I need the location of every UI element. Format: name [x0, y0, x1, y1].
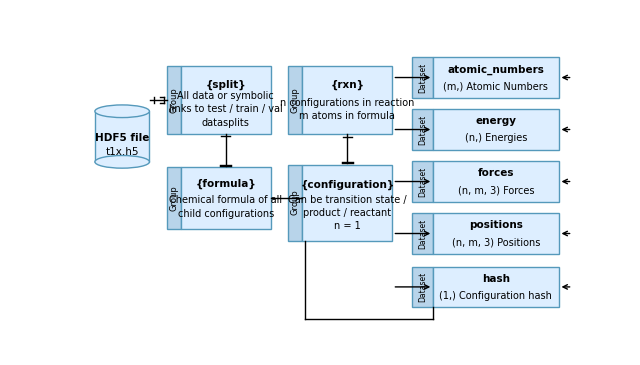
- Bar: [412, 213, 433, 254]
- Bar: [412, 57, 433, 98]
- Text: Dataset: Dataset: [418, 218, 428, 249]
- Text: {configuration}: {configuration}: [300, 180, 394, 190]
- Bar: [412, 266, 433, 307]
- Bar: [180, 168, 271, 229]
- Text: Dataset: Dataset: [418, 272, 428, 302]
- Text: {formula}: {formula}: [195, 179, 256, 189]
- Text: {rxn}: {rxn}: [330, 79, 364, 90]
- Text: forces: forces: [477, 168, 514, 178]
- Text: (1,) Configuration hash: (1,) Configuration hash: [440, 291, 552, 301]
- Bar: [288, 66, 302, 134]
- Text: hash: hash: [482, 274, 510, 284]
- Text: Dataset: Dataset: [418, 62, 428, 93]
- Bar: [433, 161, 559, 202]
- Text: Group: Group: [169, 87, 179, 113]
- Bar: [302, 66, 392, 134]
- Text: HDF5 file: HDF5 file: [95, 133, 149, 143]
- Text: Group: Group: [291, 190, 300, 215]
- Text: (n, m, 3) Forces: (n, m, 3) Forces: [458, 185, 534, 196]
- Bar: [433, 109, 559, 150]
- Text: All data or symbolic
links to test / train / val
datasplits: All data or symbolic links to test / tra…: [169, 91, 283, 128]
- Bar: [95, 111, 150, 162]
- Bar: [167, 66, 180, 134]
- Text: Dataset: Dataset: [418, 114, 428, 145]
- Text: Group: Group: [291, 87, 300, 113]
- Ellipse shape: [95, 155, 150, 168]
- Text: {split}: {split}: [205, 79, 246, 90]
- Text: n configurations in reaction
m atoms in formula: n configurations in reaction m atoms in …: [280, 98, 415, 121]
- Bar: [433, 266, 559, 307]
- Text: t1x.h5: t1x.h5: [106, 147, 139, 157]
- Text: atomic_numbers: atomic_numbers: [447, 64, 545, 74]
- Ellipse shape: [95, 105, 150, 118]
- Text: (m,) Atomic Numbers: (m,) Atomic Numbers: [444, 81, 548, 92]
- Text: (n, m, 3) Positions: (n, m, 3) Positions: [452, 238, 540, 247]
- Text: positions: positions: [469, 220, 523, 230]
- Bar: [412, 109, 433, 150]
- Bar: [302, 165, 392, 241]
- Bar: [180, 66, 271, 134]
- Text: Can be transition state /
product / reactant
n = 1: Can be transition state / product / reac…: [288, 195, 406, 231]
- Bar: [167, 168, 180, 229]
- Text: Chemical formula of all
child configurations: Chemical formula of all child configurat…: [169, 195, 282, 219]
- Text: (n,) Energies: (n,) Energies: [465, 134, 527, 143]
- Text: energy: energy: [476, 116, 516, 126]
- Bar: [433, 57, 559, 98]
- Bar: [288, 165, 302, 241]
- Text: Dataset: Dataset: [418, 166, 428, 197]
- Text: Group: Group: [169, 185, 179, 211]
- Bar: [433, 213, 559, 254]
- Bar: [412, 161, 433, 202]
